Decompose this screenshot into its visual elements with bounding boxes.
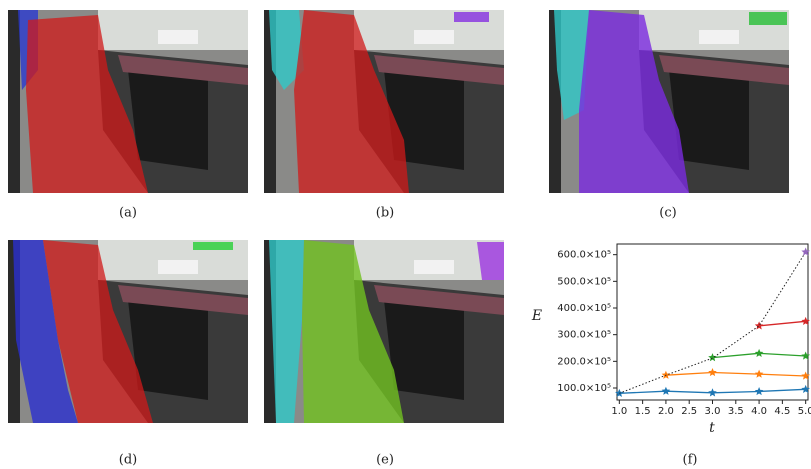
panel-d-image (8, 240, 248, 423)
panel-label: (f) (683, 453, 698, 468)
y-tick-label: 100.0×10⁵ (557, 383, 611, 394)
y-axis-label: E (531, 308, 542, 324)
page: {"panels": [{"label": "(a)"}, {"label": … (0, 0, 811, 469)
x-tick-label: 3.5 (728, 406, 744, 417)
y-tick-label: 600.0×10⁵ (557, 250, 611, 261)
x-tick-label: 4.5 (774, 406, 790, 417)
panel-e-image (264, 240, 504, 423)
panel-label: (c) (659, 206, 676, 221)
y-tick-label: 500.0×10⁵ (557, 276, 611, 287)
panel-label: (d) (119, 453, 137, 468)
y-tick-label: 300.0×10⁵ (557, 330, 611, 341)
x-axis-label: t (709, 420, 715, 436)
plot-area (617, 244, 808, 400)
x-tick-label: 3.0 (705, 406, 721, 417)
x-tick-label: 2.5 (681, 406, 697, 417)
panel-c-image (549, 10, 789, 193)
x-tick-label: 5.0 (798, 406, 811, 417)
figure: (a) (b) (c) (d) (e) (f) t E 100.0×10⁵ 200… (0, 0, 811, 469)
panel-label: (e) (376, 453, 394, 468)
x-tick-label: 2.0 (658, 406, 674, 417)
panel-label: (b) (376, 206, 394, 221)
y-tick-label: 400.0×10⁵ (557, 303, 611, 314)
x-tick-label: 1.0 (611, 406, 627, 417)
panel-b-image (264, 10, 504, 193)
panel-label: (a) (119, 206, 137, 221)
panel-f-frame (617, 244, 808, 400)
panel-a-image (8, 10, 248, 193)
y-tick-label: 200.0×10⁵ (557, 356, 611, 367)
x-tick-label: 4.0 (751, 406, 767, 417)
x-tick-label: 1.5 (635, 406, 651, 417)
